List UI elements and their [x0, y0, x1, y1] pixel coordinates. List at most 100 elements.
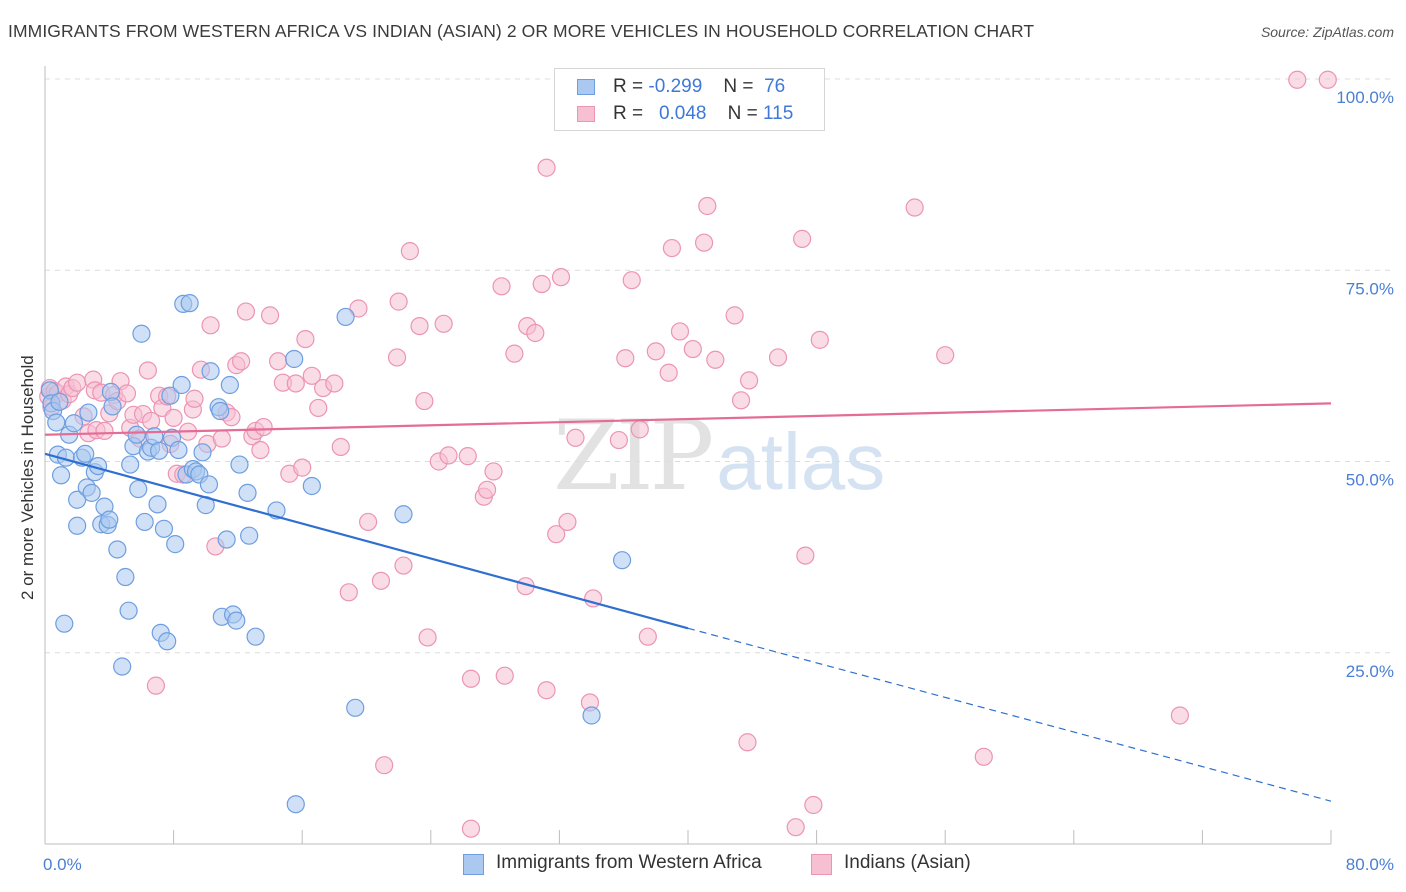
data-point — [268, 352, 288, 371]
data-point — [296, 330, 315, 349]
legend-n-value-blue: 76 — [764, 76, 786, 97]
data-point — [286, 374, 305, 393]
x-tick-label: 80.0% — [1346, 855, 1394, 874]
data-point — [646, 342, 665, 361]
data-point — [566, 428, 585, 447]
data-point — [609, 430, 628, 450]
data-point — [180, 294, 199, 313]
x-tick-label: 0.0% — [43, 855, 82, 874]
data-point — [359, 512, 378, 532]
data-point — [309, 398, 328, 418]
data-point — [127, 425, 146, 444]
data-point — [293, 458, 312, 477]
legend-r-value-pink: 0.048 — [658, 103, 707, 124]
legend-r-label: R = — [613, 103, 644, 124]
data-point — [694, 233, 714, 252]
data-point — [551, 268, 571, 287]
data-point — [236, 302, 256, 321]
data-point — [169, 440, 188, 460]
legend-r-value-blue: -0.299 — [648, 76, 703, 97]
data-point — [1318, 70, 1337, 89]
data-point — [905, 198, 924, 217]
data-point — [148, 495, 167, 514]
data-point — [537, 681, 556, 700]
trend-lines — [44, 402, 1332, 802]
data-point — [505, 344, 524, 363]
legend-swatch-blue — [577, 79, 595, 95]
data-point — [375, 756, 394, 775]
data-point — [394, 505, 413, 524]
y-tick-label: 25.0% — [1346, 662, 1394, 681]
data-point — [532, 274, 551, 294]
data-point — [622, 271, 641, 290]
data-point — [547, 525, 566, 544]
data-point — [630, 420, 649, 439]
data-point — [558, 512, 577, 532]
data-point — [461, 819, 481, 838]
data-point — [1170, 706, 1189, 725]
data-point — [164, 408, 183, 427]
data-point — [339, 583, 358, 602]
bottom-legend-swatch-pink — [811, 854, 832, 875]
data-point — [146, 676, 166, 695]
data-point — [119, 601, 138, 620]
y-tick-label: 50.0% — [1346, 471, 1394, 490]
data-point — [254, 417, 273, 437]
data-point — [193, 443, 212, 462]
data-point — [418, 628, 437, 647]
data-point — [477, 480, 497, 499]
data-point — [495, 666, 514, 685]
tick-labels: 25.0% 50.0% 75.0% 100.0% 0.0% 80.0% — [43, 88, 1394, 874]
data-point — [108, 540, 127, 559]
data-point — [68, 516, 87, 535]
data-point — [434, 314, 453, 333]
y-tick-label: 100.0% — [1336, 88, 1394, 107]
data-point — [246, 627, 265, 646]
data-point — [138, 361, 157, 380]
data-point — [230, 455, 249, 474]
trend-line-pink — [44, 402, 1332, 436]
data-point — [670, 322, 690, 341]
data-point — [394, 556, 413, 575]
data-point — [484, 462, 503, 481]
data-point — [201, 362, 220, 381]
data-point — [185, 389, 204, 408]
data-point — [638, 627, 657, 646]
data-point — [68, 373, 87, 392]
series-indians-asian — [39, 70, 1337, 838]
data-point — [240, 526, 259, 545]
data-point — [659, 363, 678, 382]
data-point — [706, 350, 725, 369]
data-point — [739, 371, 759, 390]
data-point — [492, 277, 511, 296]
bottom-legend-label-pink: Indians (Asian) — [844, 852, 971, 873]
data-point — [232, 352, 251, 371]
data-point — [400, 242, 420, 261]
legend-n-label: N = — [723, 76, 754, 97]
data-point — [331, 437, 350, 457]
data-point — [616, 349, 635, 368]
stats-legend: R = -0.299 N = 76 R = 0.048 N = 115 — [554, 68, 825, 131]
data-point — [166, 535, 185, 554]
data-point — [974, 747, 993, 766]
legend-r-label: R = — [613, 76, 644, 97]
data-point — [415, 391, 434, 411]
y-tick-label: 75.0% — [1346, 279, 1394, 298]
data-point — [260, 306, 280, 325]
data-point — [458, 447, 477, 466]
data-point — [662, 238, 682, 258]
trend-line-blue-extension — [687, 627, 1332, 802]
data-point — [50, 392, 69, 411]
data-point — [68, 490, 87, 509]
data-point — [117, 384, 137, 403]
data-point — [285, 349, 304, 369]
data-point — [47, 413, 66, 432]
data-point — [389, 292, 408, 311]
data-point — [302, 476, 321, 496]
data-point — [129, 479, 148, 499]
legend-n-label: N = — [727, 103, 758, 124]
data-point — [100, 510, 119, 529]
data-point — [302, 366, 321, 385]
legend-n-value-pink: 115 — [763, 103, 794, 124]
data-point — [161, 386, 180, 405]
